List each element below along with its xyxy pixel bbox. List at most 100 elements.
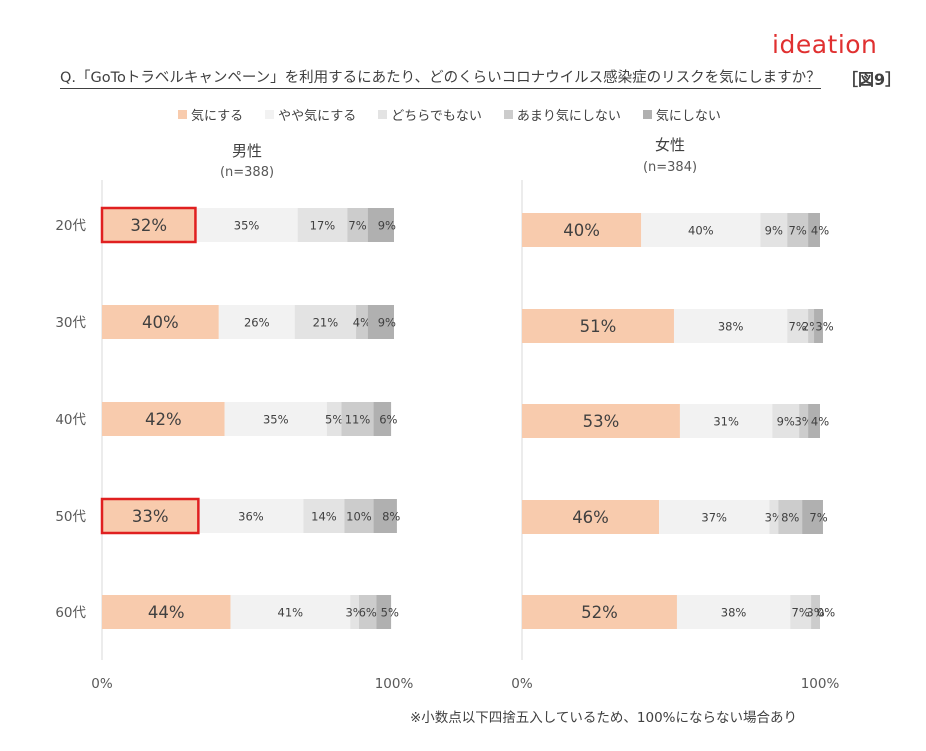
male-bar-segment [294, 305, 357, 339]
female-x-tick-label: 0% [511, 676, 533, 692]
male-data-label: 9% [378, 219, 396, 233]
female-bar-segment [808, 404, 820, 438]
male-data-label: 6% [359, 606, 377, 620]
male-data-label: 35% [234, 219, 260, 233]
legend-swatch [503, 110, 513, 119]
male-data-label: 32% [130, 216, 167, 235]
footnote: ※小数点以下四捨五入しているため、100%にならない場合あり [410, 710, 798, 726]
legend-item-kinisuru: 気にする [178, 105, 243, 124]
female-bar-segment [778, 500, 803, 534]
category-label: 30代 [55, 315, 86, 331]
male-bar-segment [356, 305, 368, 339]
male-data-label: 42% [145, 410, 182, 429]
legend-swatch [642, 110, 652, 119]
male-bar-segment [350, 595, 359, 629]
male-bar-segment [344, 499, 374, 533]
male-bar-segment [373, 499, 397, 533]
legend-item-kinishinai: 気にしない [642, 105, 721, 124]
male-data-label: 26% [244, 316, 270, 330]
female-bar-segment [641, 213, 761, 247]
female-bar-segment [679, 404, 773, 438]
category-label: 40代 [55, 412, 86, 428]
figure-label: ［図9］ [842, 70, 902, 89]
male-bar-segment [102, 402, 225, 436]
female-bar-segment [659, 500, 770, 534]
male-data-label: 21% [313, 316, 339, 330]
female-bar-segment [522, 213, 642, 247]
legend-label: あまり気にしない [516, 109, 621, 124]
male-data-label: 44% [148, 603, 185, 622]
male-bar-segment [102, 595, 231, 629]
female-data-label: 4% [811, 415, 829, 429]
male-data-label: 6% [379, 413, 397, 427]
female-data-label: 46% [572, 508, 609, 527]
male-data-label: 17% [310, 219, 336, 233]
male-data-label: 11% [345, 413, 371, 427]
male-bar-segment [347, 208, 368, 242]
male-data-label: 8% [382, 510, 400, 524]
legend-item-dochiratemonai: どちらでもない [378, 105, 482, 124]
female-data-label: 53% [583, 412, 620, 431]
category-label: 60代 [55, 605, 86, 621]
male-data-label: 4% [353, 316, 371, 330]
female-bar-segment [814, 309, 823, 343]
male-data-label: 9% [378, 316, 396, 330]
female-chart-n: (n=384) [642, 160, 698, 175]
male-data-label: 35% [263, 413, 289, 427]
male-data-label: 7% [348, 219, 366, 233]
highlight-box [100, 206, 197, 244]
female-data-label: 40% [563, 221, 600, 240]
male-data-label: 14% [311, 510, 337, 524]
legend-label: やや気にする [278, 109, 357, 124]
female-bar-segment [769, 500, 779, 534]
male-data-label: 40% [142, 313, 179, 332]
female-bar-segment [676, 595, 791, 629]
legend-label: 気にしない [655, 109, 721, 124]
male-bar-segment [341, 402, 374, 436]
male-chart-n: (n=388) [219, 165, 275, 180]
male-data-label: 41% [278, 606, 304, 620]
male-data-label: 5% [381, 606, 399, 620]
female-data-label: 3% [806, 606, 824, 620]
ideation-logo: ideation [772, 30, 878, 59]
male-bar-segment [195, 208, 298, 242]
male-data-label: 36% [238, 510, 264, 524]
female-data-label: 51% [580, 317, 617, 336]
male-bar-segment [102, 499, 199, 533]
male-bar-segment [367, 305, 394, 339]
female-data-label: 40% [688, 224, 714, 238]
category-label: 20代 [55, 218, 86, 234]
male-x-tick-label: 0% [91, 676, 113, 692]
male-data-label: 33% [132, 507, 169, 526]
legend-swatch [265, 110, 275, 119]
female-bar-segment [802, 500, 823, 534]
female-bar-segment [799, 404, 809, 438]
female-bar-segment [811, 595, 820, 629]
female-data-label: 31% [713, 415, 739, 429]
male-bar-segment [373, 402, 392, 436]
chart-legend: 気にする やや気にする どちらでもない あまり気にしない 気にしない [178, 105, 743, 124]
male-bar-segment [198, 499, 304, 533]
male-bar-segment [102, 208, 196, 242]
female-bar-segment [787, 309, 809, 343]
legend-item-yaya-kinisuru: やや気にする [265, 105, 356, 124]
highlight-box [100, 497, 200, 535]
female-data-label: 7% [809, 511, 827, 525]
female-bar-segment [808, 309, 815, 343]
legend-label: どちらでもない [391, 109, 482, 124]
female-bar-segment [522, 404, 680, 438]
male-bar-segment [218, 305, 295, 339]
female-data-label: 7% [789, 320, 807, 334]
male-bar-segment [224, 402, 327, 436]
male-data-label: 5% [325, 413, 343, 427]
male-bar-segment [326, 402, 342, 436]
legend-item-amari-kinishinai: あまり気にしない [503, 105, 621, 124]
male-bar-segment [358, 595, 377, 629]
male-bar-segment [376, 595, 392, 629]
female-bar-segment [522, 595, 677, 629]
female-data-label: 38% [721, 606, 747, 620]
male-x-tick-label: 100% [375, 676, 414, 692]
male-bar-segment [367, 208, 394, 242]
question-title: Q.「GoToトラベルキャンペーン」を利用するにあたり、どのくらいコロナウイルス… [60, 66, 821, 89]
